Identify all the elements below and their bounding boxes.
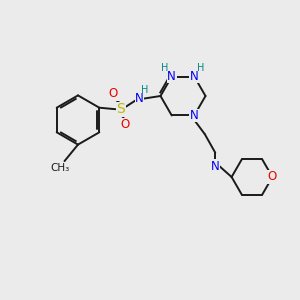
Text: H: H (197, 63, 205, 73)
Text: CH₃: CH₃ (50, 163, 70, 173)
Text: O: O (121, 118, 130, 131)
Text: O: O (268, 170, 277, 184)
Text: S: S (116, 102, 125, 116)
Text: N: N (167, 70, 176, 83)
Text: H: H (141, 85, 148, 95)
Text: N: N (135, 92, 144, 105)
Text: N: N (211, 160, 220, 173)
Text: H: H (161, 63, 169, 73)
Text: O: O (109, 87, 118, 100)
Text: N: N (190, 70, 199, 83)
Text: N: N (190, 109, 199, 122)
